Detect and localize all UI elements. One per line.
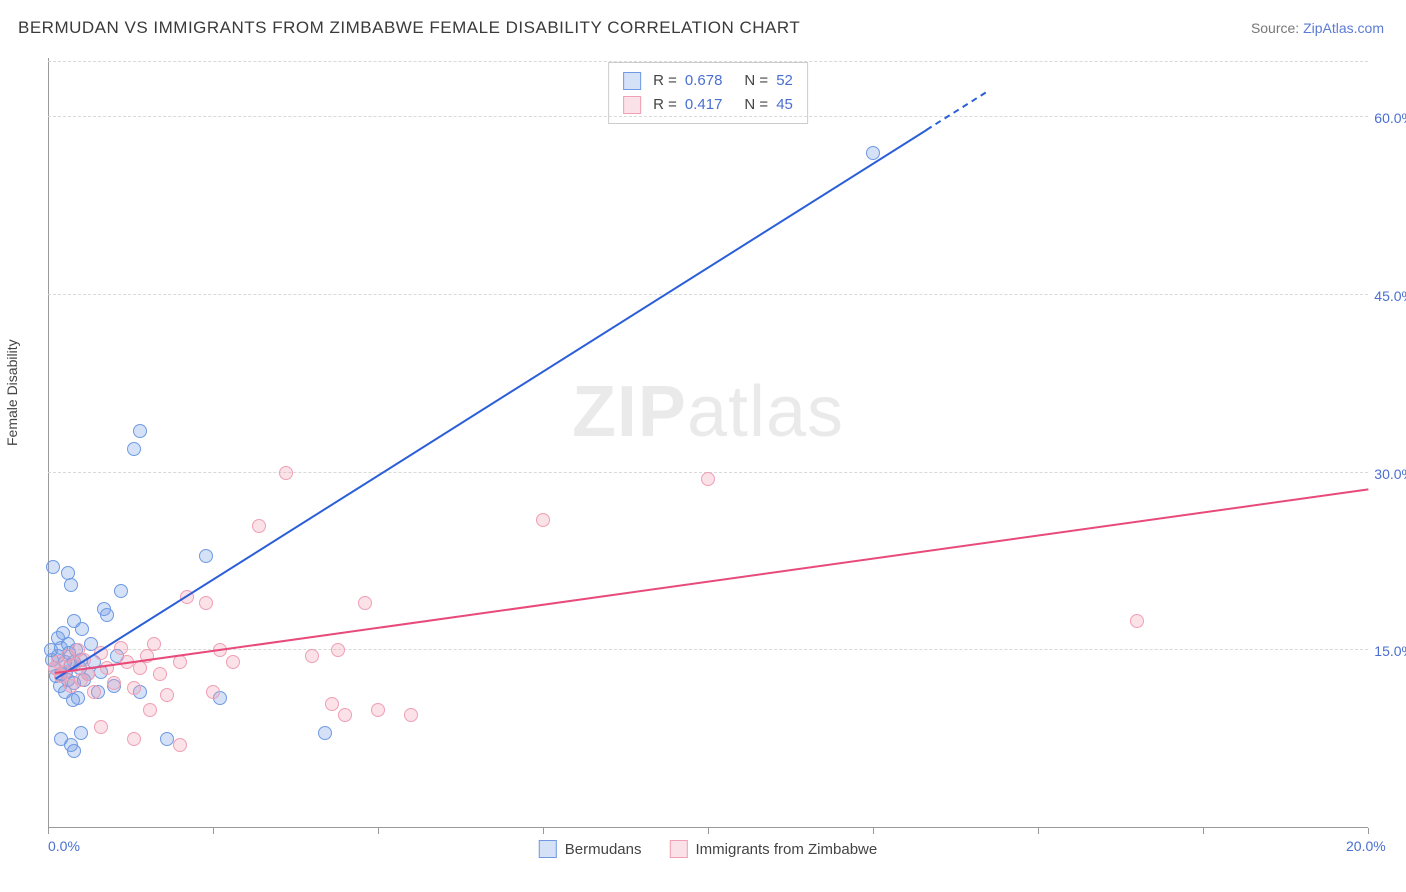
trend-line <box>926 92 986 131</box>
data-point-series-1 <box>173 738 187 752</box>
data-point-series-1 <box>338 708 352 722</box>
x-tick <box>213 828 214 834</box>
source-prefix: Source: <box>1251 20 1303 36</box>
legend-swatch-1 <box>670 840 688 858</box>
stat-r-label-0: R = <box>653 69 677 93</box>
source-attribution: Source: ZipAtlas.com <box>1251 20 1384 36</box>
source-link[interactable]: ZipAtlas.com <box>1303 20 1384 36</box>
stat-n-value-0: 52 <box>776 69 793 93</box>
data-point-series-0 <box>67 614 81 628</box>
data-point-series-1 <box>325 697 339 711</box>
stat-r-value-1: 0.417 <box>685 93 723 117</box>
data-point-series-0 <box>67 744 81 758</box>
x-tick <box>48 828 49 834</box>
data-point-series-1 <box>114 641 128 655</box>
stat-r-label-1: R = <box>653 93 677 117</box>
data-point-series-0 <box>318 726 332 740</box>
y-tick-label: 45.0% <box>1374 288 1406 304</box>
data-point-series-0 <box>71 691 85 705</box>
data-point-series-1 <box>107 676 121 690</box>
stats-row-series-0: R = 0.678 N = 52 <box>623 69 793 93</box>
data-point-series-0 <box>114 584 128 598</box>
watermark-bold: ZIP <box>572 372 687 452</box>
data-point-series-1 <box>143 703 157 717</box>
legend-label-1: Immigrants from Zimbabwe <box>696 841 878 858</box>
data-point-series-1 <box>173 655 187 669</box>
x-tick <box>1203 828 1204 834</box>
data-point-series-1 <box>206 685 220 699</box>
data-point-series-0 <box>127 442 141 456</box>
swatch-series-1 <box>623 96 641 114</box>
data-point-series-1 <box>701 472 715 486</box>
data-point-series-1 <box>87 685 101 699</box>
data-point-series-1 <box>1130 614 1144 628</box>
data-point-series-1 <box>226 655 240 669</box>
data-point-series-1 <box>331 643 345 657</box>
stat-r-value-0: 0.678 <box>685 69 723 93</box>
y-tick-label: 30.0% <box>1374 466 1406 482</box>
x-tick-label: 0.0% <box>48 838 80 854</box>
data-point-series-1 <box>279 466 293 480</box>
gridline-h <box>48 294 1368 295</box>
y-axis <box>48 58 49 828</box>
x-tick-label: 20.0% <box>1346 838 1386 854</box>
data-point-series-1 <box>536 513 550 527</box>
stat-n-value-1: 45 <box>776 93 793 117</box>
data-point-series-1 <box>199 596 213 610</box>
data-point-series-1 <box>160 688 174 702</box>
data-point-series-0 <box>160 732 174 746</box>
data-point-series-0 <box>46 560 60 574</box>
watermark-rest: atlas <box>687 372 844 452</box>
legend-item-1: Immigrants from Zimbabwe <box>670 840 878 858</box>
legend-label-0: Bermudans <box>565 841 642 858</box>
stat-n-label-1: N = <box>744 93 768 117</box>
stat-n-label-0: N = <box>744 69 768 93</box>
trend-line <box>55 488 1369 674</box>
data-point-series-1 <box>252 519 266 533</box>
data-point-series-1 <box>358 596 372 610</box>
data-point-series-0 <box>100 608 114 622</box>
gridline-h <box>48 649 1368 650</box>
y-tick-label: 60.0% <box>1374 110 1406 126</box>
legend-item-0: Bermudans <box>539 840 642 858</box>
y-axis-label: Female Disability <box>4 339 20 446</box>
gridline-h <box>48 116 1368 117</box>
data-point-series-1 <box>127 732 141 746</box>
data-point-series-1 <box>94 720 108 734</box>
data-point-series-1 <box>153 667 167 681</box>
data-point-series-1 <box>305 649 319 663</box>
chart-container: BERMUDAN VS IMMIGRANTS FROM ZIMBABWE FEM… <box>0 0 1406 892</box>
data-point-series-1 <box>371 703 385 717</box>
watermark: ZIPatlas <box>572 371 844 453</box>
y-tick-label: 15.0% <box>1374 643 1406 659</box>
data-point-series-0 <box>133 424 147 438</box>
data-point-series-0 <box>64 578 78 592</box>
x-tick <box>1038 828 1039 834</box>
chart-title: BERMUDAN VS IMMIGRANTS FROM ZIMBABWE FEM… <box>18 18 800 38</box>
data-point-series-1 <box>147 637 161 651</box>
data-point-series-0 <box>199 549 213 563</box>
stats-box: R = 0.678 N = 52 R = 0.417 N = 45 <box>608 62 808 124</box>
trend-line <box>55 129 927 680</box>
data-point-series-1 <box>127 681 141 695</box>
data-point-series-0 <box>74 726 88 740</box>
data-point-series-0 <box>866 146 880 160</box>
x-tick <box>1368 828 1369 834</box>
data-point-series-1 <box>404 708 418 722</box>
x-tick <box>708 828 709 834</box>
x-tick <box>378 828 379 834</box>
x-tick <box>543 828 544 834</box>
swatch-series-0 <box>623 72 641 90</box>
x-tick <box>873 828 874 834</box>
plot-area: ZIPatlas R = 0.678 N = 52 R = 0.417 N = … <box>48 58 1368 828</box>
gridline-h <box>48 61 1368 62</box>
stats-row-series-1: R = 0.417 N = 45 <box>623 93 793 117</box>
legend: Bermudans Immigrants from Zimbabwe <box>539 840 877 858</box>
legend-swatch-0 <box>539 840 557 858</box>
